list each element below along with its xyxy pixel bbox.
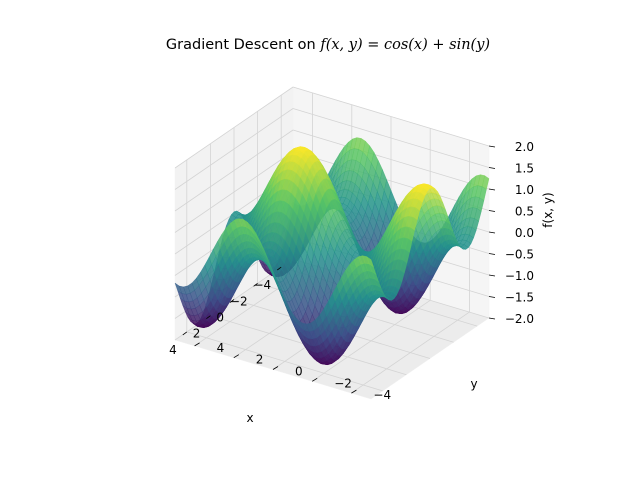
z-tick-label: −1.5 [505, 291, 534, 305]
z-tick [488, 296, 496, 298]
z-grid-left [174, 129, 294, 212]
ticks: −4 −2 0 2 4 −4 −2 0 2 4 −2.0 −1.5 −1.0 −0.5 0.0 0.5 1.0 1… [169, 140, 534, 402]
y-axis-label: y [470, 377, 477, 391]
y-tick [272, 366, 279, 370]
y-tick [351, 389, 357, 394]
z-tick [488, 253, 496, 255]
x-tick [253, 282, 258, 287]
y-tick-label: −4 [373, 388, 391, 402]
z-grid-back [292, 86, 490, 147]
z-tick-label: −1.0 [505, 269, 534, 283]
z-tick-label: 2.0 [515, 140, 534, 154]
x-tick [229, 299, 235, 303]
z-tick-label: −2.0 [505, 312, 534, 326]
z-grid-back [292, 108, 490, 168]
z-grid-left [174, 108, 294, 190]
z-tick-label: −0.5 [505, 248, 534, 262]
x-tick-label: −4 [253, 278, 271, 292]
z-grid-left [174, 86, 294, 169]
z-grid-back [292, 151, 490, 211]
y-grid-floor [311, 299, 431, 382]
x-tick [206, 315, 211, 320]
z-tick [488, 231, 496, 234]
surface-patch [366, 256, 374, 268]
y-grid-floor [351, 311, 470, 394]
z-tick [488, 210, 496, 212]
z-axis-label: f(x, y) [541, 192, 555, 227]
title-prefix: Gradient Descent on [166, 37, 316, 53]
z-tick-label: 1.0 [515, 183, 534, 197]
z-tick [488, 274, 496, 277]
z-grid-back [292, 129, 490, 190]
z-grid-left [174, 151, 294, 233]
y-tick [233, 354, 240, 359]
y-tick-label: 2 [256, 353, 264, 367]
z-tick-label: 1.5 [515, 162, 534, 176]
y-tick-label: 4 [217, 341, 225, 355]
surface-plot [174, 137, 490, 365]
z-tick-label: 0.0 [515, 226, 534, 240]
y-tick [311, 377, 318, 382]
x-tick [182, 331, 188, 336]
x-tick-label: −2 [230, 294, 248, 308]
x-tick-label: 4 [169, 343, 177, 357]
y-tick-label: −2 [334, 376, 352, 390]
z-tick [488, 167, 496, 169]
x-tick-label: 0 [216, 311, 224, 325]
z-tick [488, 145, 496, 148]
z-tick [488, 317, 496, 320]
x-tick-label: 2 [193, 327, 201, 341]
title-math: f(x, y) = cos(x) + sin(y) [319, 37, 490, 53]
x-tick [276, 266, 282, 271]
y-tick-label: 0 [295, 365, 303, 379]
z-tick-label: 0.5 [515, 205, 534, 219]
z-tick [488, 188, 496, 191]
y-tick [194, 342, 200, 347]
chart-title: Gradient Descent on f(x, y) = cos(x) + s… [166, 37, 490, 53]
x-axis-label: x [246, 411, 253, 425]
